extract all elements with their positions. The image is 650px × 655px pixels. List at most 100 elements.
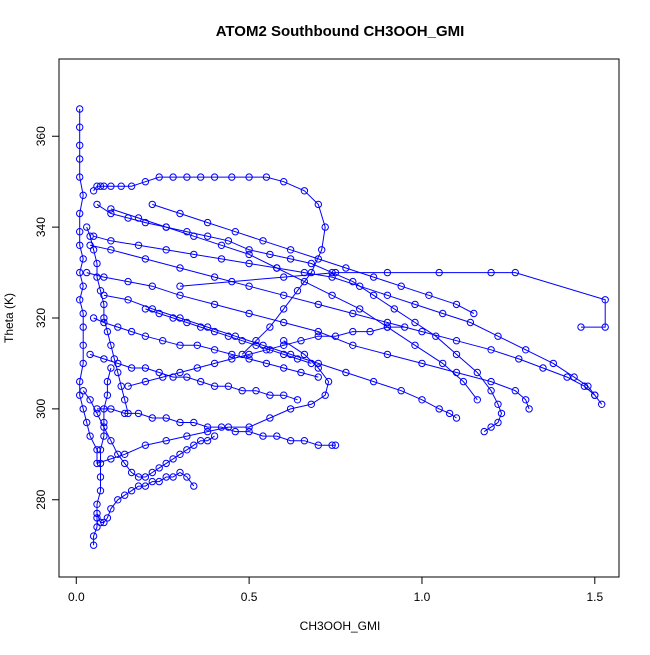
data-point bbox=[162, 437, 170, 445]
data-point bbox=[487, 268, 495, 277]
data-point bbox=[176, 264, 184, 272]
data-point bbox=[459, 377, 468, 386]
data-point bbox=[89, 532, 98, 540]
y-tick-label: 300 bbox=[34, 399, 48, 419]
data-point bbox=[96, 459, 105, 468]
data-point bbox=[245, 423, 253, 431]
data-point bbox=[100, 182, 108, 190]
data-point bbox=[397, 387, 405, 395]
data-point bbox=[522, 346, 530, 354]
data-point bbox=[439, 359, 447, 368]
data-point bbox=[349, 327, 357, 336]
data-point bbox=[89, 541, 98, 549]
data-point bbox=[121, 396, 129, 404]
data-point bbox=[124, 277, 132, 286]
data-point bbox=[79, 387, 87, 395]
data-point bbox=[217, 423, 226, 431]
data-point bbox=[79, 309, 87, 318]
series-7 bbox=[176, 268, 609, 331]
data-point bbox=[176, 468, 184, 477]
data-point bbox=[159, 373, 167, 381]
data-point bbox=[245, 427, 253, 436]
data-point bbox=[228, 173, 236, 181]
data-point bbox=[93, 409, 101, 418]
data-point bbox=[148, 305, 157, 313]
data-point bbox=[148, 414, 157, 422]
data-point bbox=[96, 487, 105, 495]
data-point bbox=[203, 323, 212, 331]
data-point bbox=[107, 437, 115, 445]
data-point bbox=[369, 291, 378, 299]
data-point bbox=[425, 291, 433, 299]
data-point bbox=[107, 455, 115, 463]
data-point bbox=[318, 246, 326, 254]
data-point bbox=[300, 187, 309, 195]
data-point bbox=[141, 218, 150, 227]
data-point bbox=[293, 287, 302, 295]
data-point bbox=[176, 209, 184, 218]
data-point bbox=[79, 359, 87, 368]
data-point bbox=[286, 405, 295, 413]
data-point bbox=[141, 178, 150, 186]
series-line bbox=[86, 226, 129, 414]
data-point bbox=[107, 405, 115, 413]
data-point bbox=[473, 396, 481, 404]
data-point bbox=[141, 305, 150, 313]
series-1 bbox=[89, 173, 329, 359]
series-line bbox=[93, 317, 319, 378]
data-point bbox=[141, 482, 150, 490]
data-point bbox=[349, 277, 357, 286]
series-10 bbox=[89, 364, 115, 549]
data-point bbox=[266, 250, 274, 259]
data-point bbox=[300, 277, 309, 286]
series-line bbox=[97, 408, 336, 446]
series-line bbox=[89, 244, 596, 396]
data-point bbox=[228, 350, 236, 359]
data-point bbox=[280, 337, 288, 345]
data-point bbox=[162, 473, 170, 481]
data-point bbox=[203, 427, 212, 436]
data-point bbox=[369, 273, 378, 281]
data-point bbox=[76, 155, 84, 163]
data-point bbox=[321, 223, 329, 231]
data-point bbox=[245, 355, 253, 363]
data-point bbox=[176, 341, 184, 349]
data-point bbox=[190, 482, 198, 490]
data-point bbox=[76, 209, 84, 218]
data-point bbox=[231, 332, 240, 340]
data-point bbox=[210, 382, 219, 390]
data-point bbox=[280, 364, 288, 372]
data-point bbox=[245, 259, 253, 268]
data-point bbox=[121, 491, 129, 499]
data-point bbox=[307, 400, 315, 408]
data-point bbox=[162, 246, 170, 254]
data-point bbox=[452, 300, 461, 309]
data-point bbox=[210, 346, 219, 354]
data-point bbox=[591, 391, 599, 399]
y-tick-label: 280 bbox=[34, 489, 48, 509]
data-point bbox=[155, 309, 163, 318]
data-point bbox=[183, 473, 191, 481]
data-point bbox=[107, 364, 115, 372]
data-point bbox=[107, 209, 115, 218]
data-point bbox=[100, 314, 108, 322]
data-point bbox=[487, 346, 495, 354]
data-point bbox=[89, 314, 98, 322]
data-point bbox=[79, 405, 87, 413]
data-point bbox=[79, 282, 87, 290]
x-axis: 0.0 0.5 1.0 1.5 bbox=[68, 576, 603, 604]
data-point bbox=[176, 368, 184, 377]
data-point bbox=[183, 173, 191, 181]
data-point bbox=[197, 173, 205, 181]
data-point bbox=[252, 341, 260, 349]
data-point bbox=[93, 405, 101, 413]
data-point bbox=[197, 437, 205, 445]
data-point bbox=[452, 337, 461, 345]
data-point bbox=[383, 268, 392, 277]
data-point bbox=[300, 350, 309, 359]
data-point bbox=[79, 255, 87, 263]
data-point bbox=[183, 373, 191, 381]
data-point bbox=[266, 391, 274, 399]
